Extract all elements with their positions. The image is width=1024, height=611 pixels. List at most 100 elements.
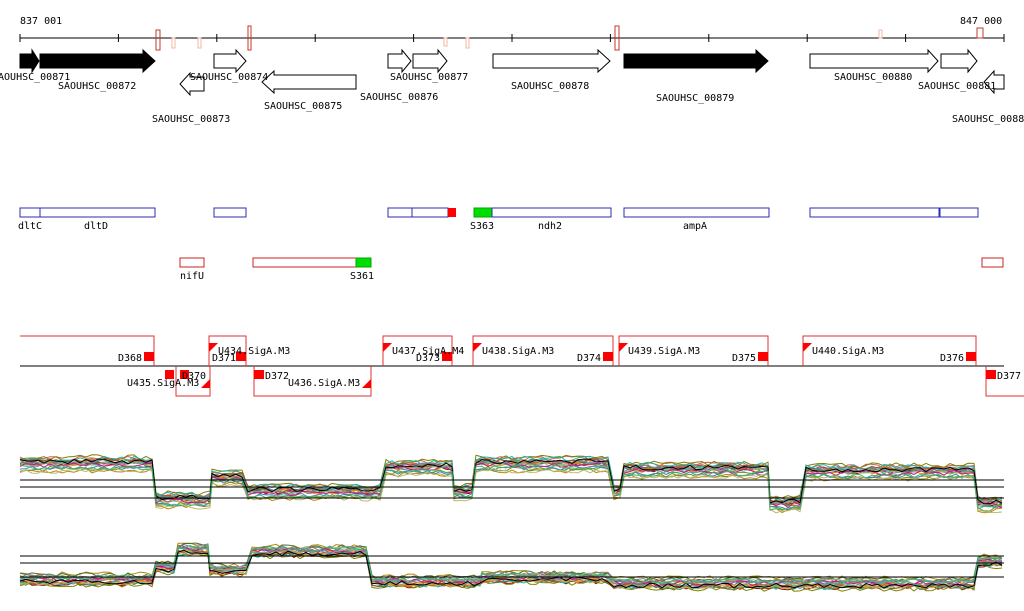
feature-label: S363 — [470, 221, 494, 232]
feature-box-dltD[interactable] — [39, 207, 156, 218]
gene-label: SAOUHSC_00877 — [390, 72, 468, 83]
expression-line — [19, 544, 1003, 585]
d-marker[interactable] — [603, 352, 613, 361]
d-marker[interactable] — [986, 370, 996, 379]
feature-label: ampA — [683, 221, 707, 232]
site-marker — [465, 37, 470, 49]
gene-arrow-00876[interactable] — [387, 48, 412, 74]
expression-line — [19, 542, 1003, 583]
site-marker — [155, 29, 161, 51]
gene-arrow-00881[interactable] — [940, 48, 978, 74]
d-label: D377 — [997, 371, 1021, 382]
feature-box[interactable] — [252, 257, 357, 268]
feature-box-ndh2[interactable] — [491, 207, 612, 218]
expression-line — [19, 542, 1003, 582]
d-label: D371 — [212, 353, 236, 364]
d-marker[interactable] — [966, 352, 976, 361]
expression-line — [19, 462, 1003, 509]
d-marker[interactable] — [254, 370, 264, 379]
d-marker[interactable] — [442, 352, 452, 361]
site-marker — [171, 37, 176, 49]
gene-label: SAOUHSC_00872 — [58, 81, 136, 92]
feature-box[interactable] — [809, 207, 940, 218]
expression-profile-lower — [19, 542, 1004, 592]
ruler-end-label: 847 000 — [960, 16, 1002, 27]
d-label: D376 — [940, 353, 964, 364]
expression-lines — [19, 454, 1003, 514]
site-marker — [443, 37, 448, 47]
feature-box[interactable] — [939, 207, 979, 218]
feature-red-block[interactable] — [448, 208, 456, 217]
expression-line — [19, 467, 1003, 514]
ruler-ticks — [19, 34, 1005, 42]
feature-box[interactable] — [411, 207, 449, 218]
reverse-start-flags — [201, 379, 371, 388]
feature-box[interactable] — [981, 257, 1004, 268]
gene-arrow-00877[interactable] — [412, 48, 448, 74]
d-marker[interactable] — [236, 352, 246, 361]
start-flag — [803, 343, 812, 352]
site-marker — [976, 27, 984, 39]
gene-label: SAOUHSC_00881 — [918, 81, 996, 92]
d-label: D373 — [416, 353, 440, 364]
d-marker[interactable] — [165, 370, 174, 379]
gene-label: SAOUHSC_00878 — [511, 81, 589, 92]
gene-arrow-00872[interactable] — [39, 48, 156, 74]
feature-box[interactable] — [387, 207, 413, 218]
segment-label: U440.SigA.M3 — [812, 346, 884, 357]
gene-label: SAOUHSC_00879 — [656, 93, 734, 104]
start-flag — [473, 343, 482, 352]
feature-box-dltC[interactable] — [19, 207, 41, 218]
coordinate-ruler: 837 001 847 000 — [19, 16, 1005, 51]
site-marker — [614, 25, 620, 51]
forward-start-flags — [209, 343, 812, 352]
feature-box-ampA[interactable] — [623, 207, 770, 218]
gene-arrow-00878[interactable] — [492, 48, 611, 74]
gene-label: SAOUHSC_00873 — [152, 114, 230, 125]
expression-line — [19, 455, 1003, 502]
gene-label: SAOUHSC_00875 — [264, 101, 342, 112]
d-marker[interactable] — [144, 352, 154, 361]
site-marker — [878, 29, 883, 39]
feature-box-nifU[interactable] — [179, 257, 205, 268]
start-flag — [362, 379, 371, 388]
segment-label: U438.SigA.M3 — [482, 346, 554, 357]
d-marker[interactable] — [758, 352, 768, 361]
expression-line — [19, 549, 1003, 590]
site-marker — [197, 37, 202, 49]
expression-line — [19, 458, 1003, 505]
start-flag — [383, 343, 392, 352]
segment-label: U434.SigA.M3 — [218, 346, 290, 357]
d-marker[interactable] — [180, 370, 189, 379]
gene-arrow-00871[interactable] — [19, 48, 40, 74]
segment-label: U437.SigA.M4 — [392, 346, 464, 357]
expression-lines — [19, 542, 1003, 592]
gene-arrow-00882[interactable] — [983, 69, 1005, 95]
gene-label: SAOUHSC_00880 — [834, 72, 912, 83]
d-label: D368 — [118, 353, 142, 364]
feature-box[interactable] — [213, 207, 247, 218]
gene-arrow-00880[interactable] — [809, 48, 939, 74]
feature-track-blue: dltC dltD S363 ndh2 ampA — [18, 207, 979, 232]
feature-label: nifU — [180, 271, 204, 282]
gene-track: SAOUHSC_00871 SAOUHSC_00872 SAOUHSC_0087… — [0, 48, 1024, 125]
feature-green-block-S363[interactable] — [473, 207, 493, 218]
d-label: D372 — [265, 371, 289, 382]
feature-label: S361 — [350, 271, 374, 282]
gene-label: SAOUHSC_00876 — [360, 92, 438, 103]
d-markers — [144, 352, 996, 379]
segment-label: U436.SigA.M3 — [288, 378, 360, 389]
d-label: D375 — [732, 353, 756, 364]
gene-arrow-00874[interactable] — [213, 48, 247, 74]
segment-track: U434.SigA.M3 U437.SigA.M4 U438.SigA.M3 U… — [20, 335, 1024, 397]
feature-track-red: nifU S361 — [179, 257, 1004, 282]
feature-label: dltD — [84, 221, 108, 232]
feature-green-block-S361[interactable] — [355, 257, 372, 268]
gene-arrow-00873[interactable] — [179, 71, 205, 97]
gene-arrow-00879[interactable] — [623, 48, 769, 74]
site-marker — [247, 25, 252, 51]
gene-arrow-00875[interactable] — [261, 69, 357, 95]
segment-label: U439.SigA.M3 — [628, 346, 700, 357]
start-flag — [201, 379, 210, 388]
expression-line — [19, 549, 1003, 589]
